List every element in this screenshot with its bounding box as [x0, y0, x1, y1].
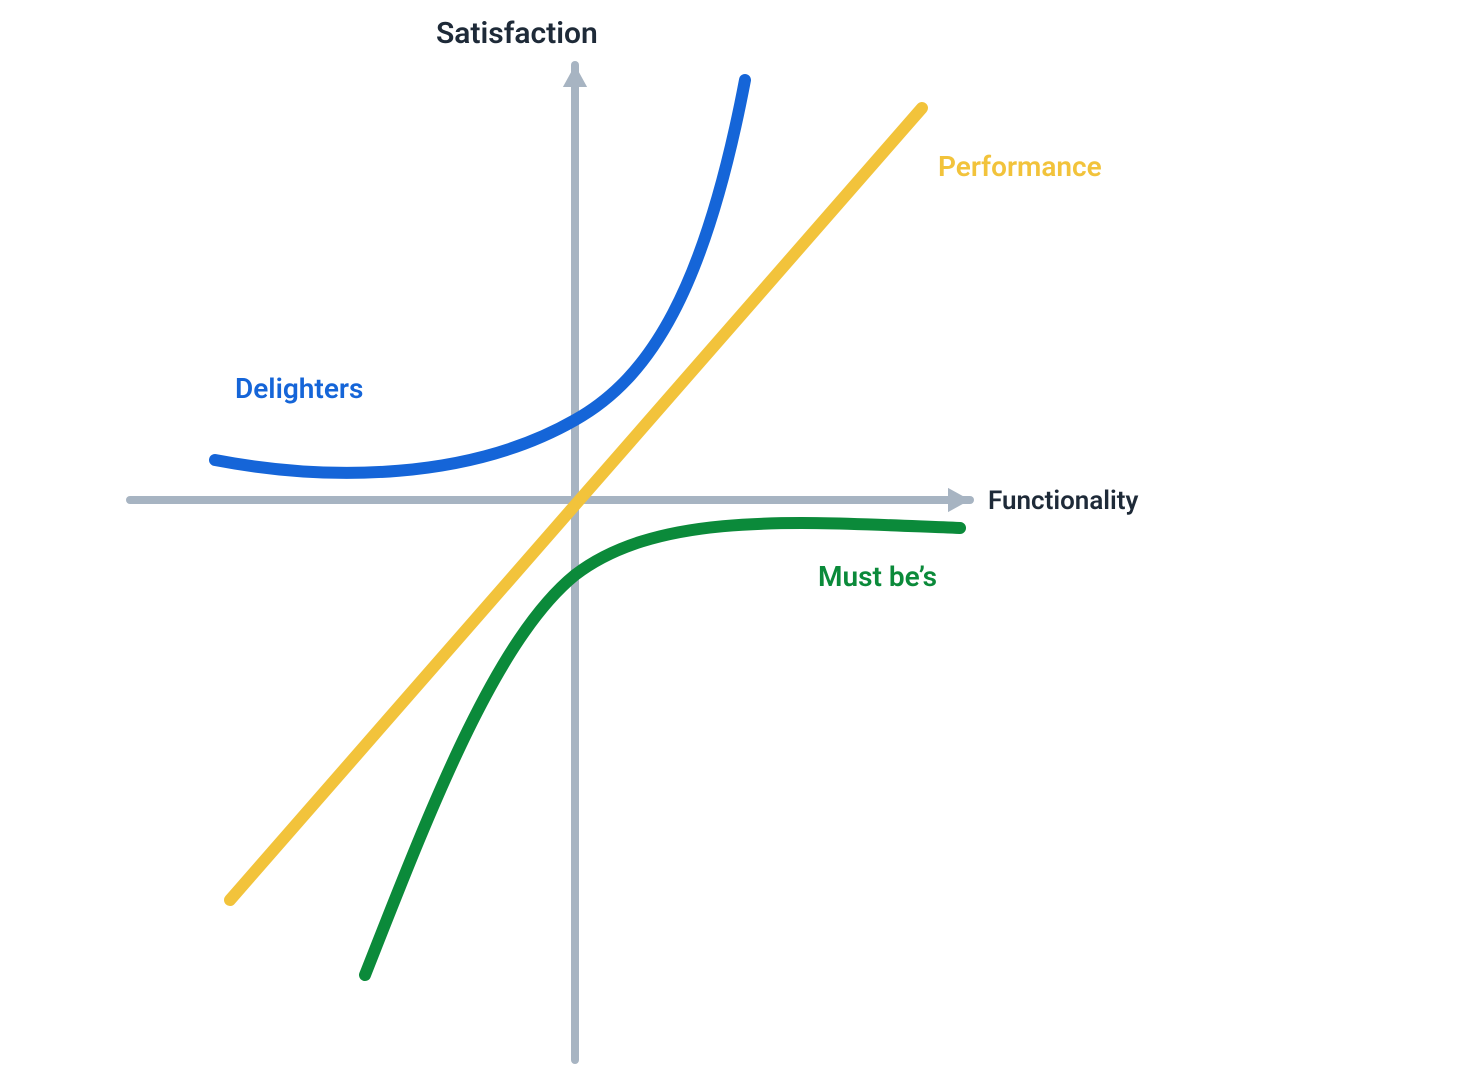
- y-axis-arrow-icon: [563, 65, 587, 87]
- performance-label: Performance: [938, 150, 1102, 183]
- y-axis-label: Satisfaction: [436, 16, 598, 51]
- must-be-label: Must be’s: [818, 560, 937, 593]
- delighters-label: Delighters: [235, 372, 363, 405]
- x-axis-arrow-icon: [948, 488, 970, 512]
- x-axis-label: Functionality: [988, 486, 1138, 516]
- diagram-svg: [0, 0, 1463, 1080]
- kano-diagram: Satisfaction Functionality Delighters Pe…: [0, 0, 1463, 1080]
- delighters-curve: [215, 80, 745, 473]
